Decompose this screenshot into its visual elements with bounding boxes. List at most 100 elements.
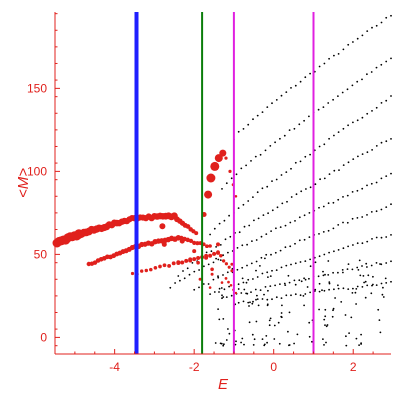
black-data-point [252,118,254,121]
black-data-point [361,187,364,190]
black-data-point [345,335,347,338]
black-data-point [285,91,288,93]
red-data-point [208,253,213,258]
black-data-point [243,343,245,346]
black-data-point [245,164,248,167]
vertical-lines [134,12,315,354]
black-data-point [186,267,189,270]
black-data-point [275,99,278,101]
black-data-point [221,294,223,297]
black-data-point [219,342,222,345]
red-data-point [219,149,227,157]
black-data-point [375,24,378,27]
black-points-layer [169,14,392,347]
red-data-point [204,190,213,199]
black-data-point [332,201,335,204]
black-data-point [384,277,387,280]
red-data-point [167,263,172,268]
black-data-point [370,264,373,267]
black-data-point [188,273,191,276]
black-data-point [266,106,269,108]
black-data-point [382,286,384,289]
black-data-point [219,259,222,261]
black-data-point [300,280,303,283]
red-data-point [158,264,162,269]
black-data-point [256,191,259,194]
black-data-point [298,239,301,242]
black-data-point [341,269,344,271]
black-data-point [225,296,228,298]
black-data-point [213,227,216,230]
red-data-point [210,272,214,276]
black-data-point [358,344,360,346]
y-axis-label: <M> [15,168,32,198]
black-data-point [273,324,276,327]
black-data-point [308,212,311,214]
black-data-point [268,319,271,322]
black-data-point [378,319,381,321]
black-data-point [328,137,330,140]
black-data-point [322,270,324,273]
black-data-point [346,221,349,224]
red-data-point [230,269,234,273]
black-data-point [385,262,388,264]
black-data-point [252,196,254,199]
black-data-point [242,127,245,130]
black-data-point [363,281,365,284]
black-data-point [221,188,223,190]
red-data-point [171,261,176,266]
black-data-point [366,214,368,216]
black-data-point [280,312,283,314]
black-data-point [294,293,297,296]
black-data-point [318,282,321,285]
black-data-point [274,251,277,254]
red-data-point [208,244,212,248]
black-data-point [296,333,299,336]
black-data-point [223,288,226,291]
black-data-point [309,72,311,75]
black-data-point [314,261,317,264]
black-data-point [318,233,320,235]
black-data-point [302,295,305,297]
black-data-point [352,41,354,43]
black-data-point [308,277,310,280]
red-data-point [176,260,181,265]
black-data-point [224,238,227,241]
black-data-point [273,338,276,340]
black-data-point [379,331,382,334]
black-data-point [274,141,276,144]
black-data-point [356,119,359,122]
black-data-point [267,276,269,278]
black-data-point [355,303,357,305]
black-data-point [385,282,388,284]
black-data-point [303,304,305,307]
black-data-point [271,180,273,183]
black-data-point [256,276,259,278]
black-data-point [243,225,246,228]
black-data-point [355,337,358,340]
black-data-point [304,76,307,79]
black-data-point [308,335,311,338]
black-data-point [332,307,335,310]
black-data-point [346,88,349,91]
black-data-point [280,266,283,269]
black-data-point [174,282,177,284]
black-data-point [390,234,392,236]
black-data-point [215,257,218,260]
red-data-point [210,161,220,171]
black-data-point [375,106,378,109]
black-data-point [264,257,266,260]
red-data-point [229,284,233,287]
black-data-point [323,62,326,65]
black-data-point [351,84,354,87]
black-data-point [380,177,383,180]
black-data-point [328,288,330,291]
black-data-point [351,268,354,271]
black-data-point [193,288,196,291]
black-data-point [318,145,321,148]
black-data-point [390,280,392,283]
black-data-point [375,262,378,264]
black-data-point [256,294,258,297]
red-data-point [144,268,149,273]
black-data-point [235,340,237,343]
